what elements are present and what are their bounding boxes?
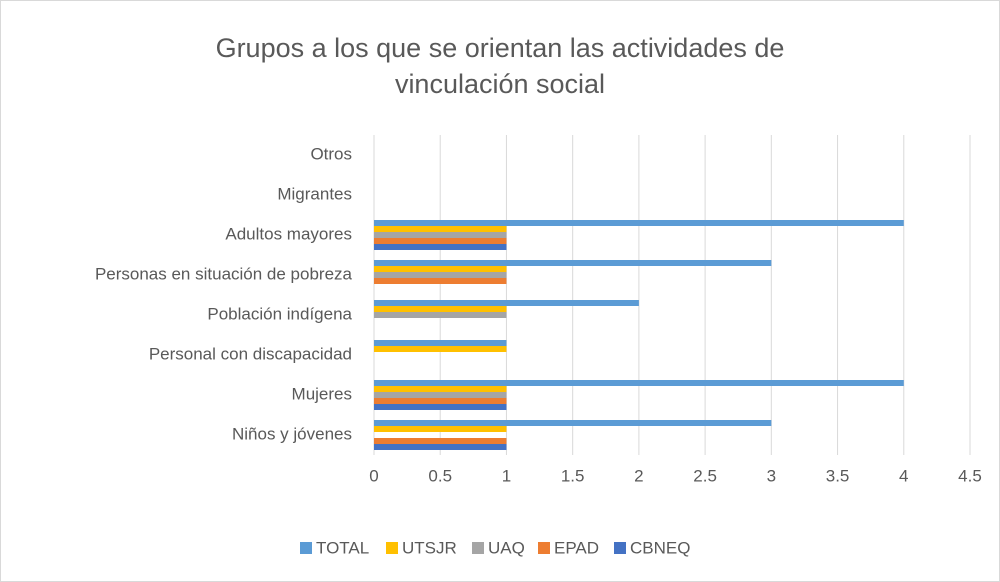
y-tick-label: Otros [310, 144, 352, 163]
bar [374, 260, 772, 266]
legend-swatch [538, 542, 550, 554]
bar [374, 392, 507, 398]
bar [374, 398, 507, 404]
y-tick-label: Personal con discapacidad [149, 344, 352, 363]
bar [374, 220, 904, 226]
x-tick-label: 1.5 [561, 466, 585, 485]
legend-label: UAQ [488, 538, 525, 557]
legend-label: CBNEQ [630, 538, 690, 557]
bar [374, 232, 507, 238]
x-tick-label: 2 [634, 466, 643, 485]
y-tick-label: Adultos mayores [225, 224, 352, 243]
legend-swatch [386, 542, 398, 554]
bar [374, 272, 507, 278]
y-tick-label: Personas en situación de pobreza [95, 264, 353, 283]
legend-swatch [472, 542, 484, 554]
legend-label: EPAD [554, 538, 599, 557]
bar [374, 266, 507, 272]
bar [374, 444, 507, 450]
legend-label: UTSJR [402, 538, 457, 557]
bar [374, 238, 507, 244]
x-tick-label: 2.5 [693, 466, 717, 485]
x-tick-label: 0 [369, 466, 378, 485]
bar [374, 278, 507, 284]
bar [374, 380, 904, 386]
x-tick-label: 0.5 [428, 466, 452, 485]
legend-swatch [300, 542, 312, 554]
bar [374, 340, 507, 346]
y-tick-label: Mujeres [292, 384, 352, 403]
bar [374, 426, 507, 432]
y-tick-label: Migrantes [277, 184, 352, 203]
bar [374, 300, 639, 306]
bar [374, 420, 772, 426]
bar [374, 306, 507, 312]
x-tick-label: 4 [899, 466, 908, 485]
bar [374, 404, 507, 410]
bar [374, 386, 507, 392]
legend-label: TOTAL [316, 538, 369, 557]
x-tick-label: 1 [502, 466, 511, 485]
y-tick-label: Población indígena [207, 304, 352, 323]
legend-swatch [614, 542, 626, 554]
x-tick-label: 4.5 [958, 466, 982, 485]
bar [374, 438, 507, 444]
bar [374, 312, 507, 318]
bar [374, 244, 507, 250]
y-tick-label: Niños y jóvenes [232, 424, 352, 443]
bar [374, 226, 507, 232]
chart-title: Grupos a los que se orientan las activid… [215, 33, 785, 99]
x-tick-label: 3 [767, 466, 776, 485]
bar [374, 346, 507, 352]
x-tick-label: 3.5 [826, 466, 850, 485]
